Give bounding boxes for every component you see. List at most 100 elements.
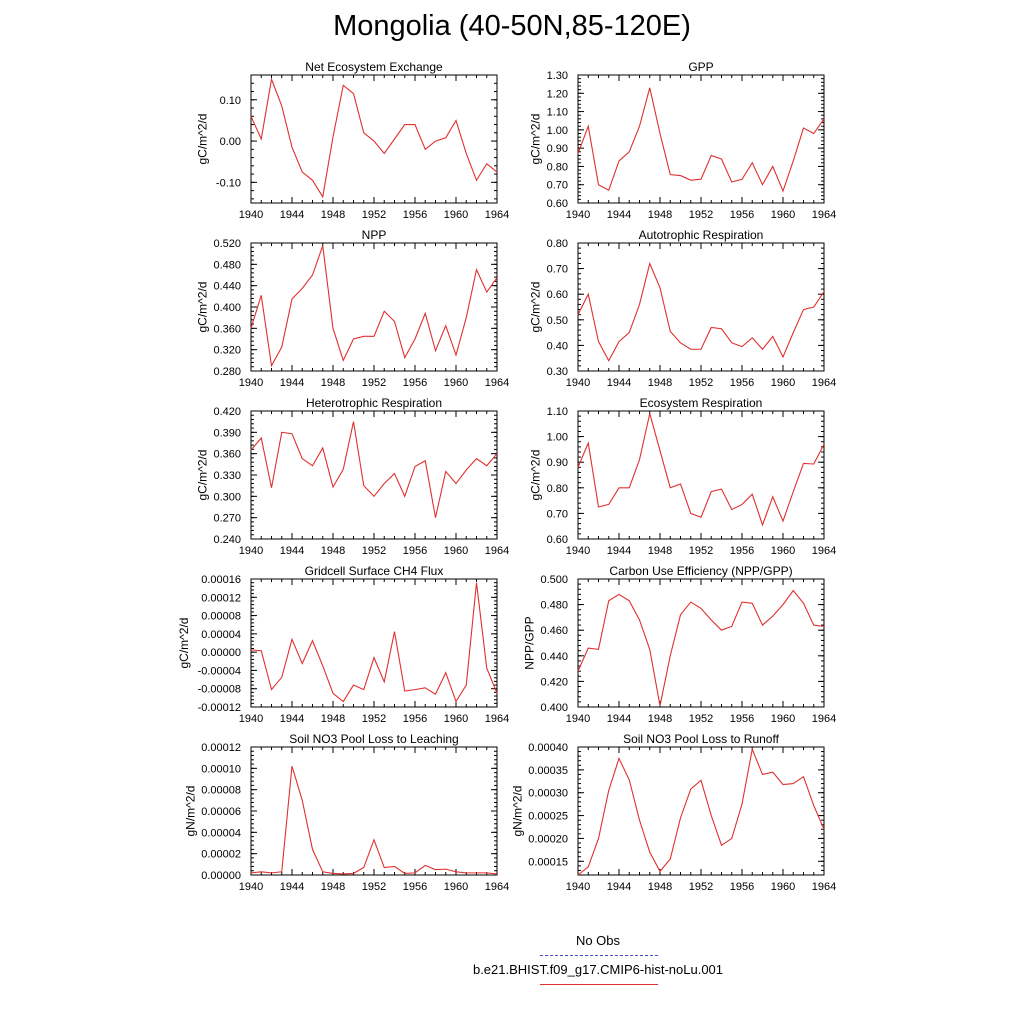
y-axis-label: gC/m^2/d [177,618,191,669]
y-axis-label: gC/m^2/d [196,450,210,501]
x-tick-label: 1948 [321,713,345,725]
x-tick-label: 1960 [444,881,468,893]
y-tick-label: 0.330 [213,470,241,482]
y-axis-label: gC/m^2/d [196,282,210,333]
x-tick-label: 1964 [812,881,836,893]
y-tick-label: 0.60 [547,198,568,210]
y-tick-label: 0.00002 [201,849,241,861]
x-tick-label: 1944 [280,881,304,893]
y-axis-label: gN/m^2/d [183,786,197,837]
x-tick-label: 1964 [485,545,509,557]
x-tick-label: 1948 [648,377,672,389]
panel-title: Ecosystem Respiration [640,396,763,410]
x-tick-label: 1952 [362,881,386,893]
plot-frame [577,410,825,540]
plot-frame [577,74,825,204]
x-tick-label: 1944 [607,209,631,221]
x-tick-label: 1948 [321,377,345,389]
y-tick-label: 0.320 [213,345,241,357]
x-tick-label: 1944 [607,713,631,725]
series-line [577,413,825,527]
x-tick-label: 1960 [771,545,795,557]
x-tick-label: 1960 [771,209,795,221]
y-tick-label: 1.30 [547,70,568,82]
y-tick-label: -0.00012 [198,702,241,714]
x-tick-label: 1964 [812,545,836,557]
x-tick-label: 1944 [280,545,304,557]
y-tick-label: 0.00015 [528,856,568,868]
x-tick-label: 1948 [321,209,345,221]
panel-title: Soil NO3 Pool Loss to Runoff [623,732,780,746]
plot-frame [250,242,498,372]
y-axis-label: NPP/GPP [523,616,537,669]
y-tick-label: 0.00008 [201,785,241,797]
y-tick-label: 0.00025 [528,811,568,823]
x-tick-label: 1940 [566,713,590,725]
y-tick-label: 0.70 [547,508,568,520]
x-tick-label: 1952 [689,377,713,389]
x-tick-label: 1940 [239,545,263,557]
y-tick-label: 0.00000 [201,647,241,659]
y-tick-label: 0.420 [213,406,241,418]
x-tick-label: 1956 [403,209,427,221]
series-line [577,747,825,876]
x-tick-label: 1944 [280,377,304,389]
panel-npp: 1940 1944 1948 1952 1956 1960 1964 0.280 0.320 0.… [196,228,510,389]
x-tick-label: 1952 [362,209,386,221]
y-tick-label: 0.270 [213,513,241,525]
y-tick-label: 0.00040 [528,742,568,754]
x-tick-label: 1964 [485,713,509,725]
panel-title: Net Ecosystem Exchange [305,60,443,74]
y-tick-label: 0.440 [213,281,241,293]
series-line [577,589,825,706]
panel-autotrophic-respiration: 1940 1944 1948 1952 1956 1960 1964 0.30 0.40 0.50… [529,228,837,389]
x-tick-label: 1948 [321,545,345,557]
y-tick-label: 1.10 [547,406,568,418]
panel-heterotrophic-respiration: 1940 1944 1948 1952 1956 1960 1964 0.240 0.270 0.… [196,396,510,557]
y-tick-label: 0.300 [213,491,241,503]
y-tick-label: 0.00000 [201,870,241,882]
y-tick-label: 0.80 [547,238,568,250]
y-tick-label: 0.00008 [201,611,241,623]
x-tick-label: 1952 [689,881,713,893]
x-tick-label: 1956 [730,545,754,557]
x-tick-label: 1964 [485,209,509,221]
x-tick-label: 1952 [689,713,713,725]
x-tick-label: 1940 [239,881,263,893]
y-tick-label: 0.00010 [201,763,241,775]
y-tick-label: 0.280 [213,366,241,378]
page-title: Mongolia (40-50N,85-120E) [333,10,691,42]
y-tick-label: 0.00 [220,136,241,148]
y-tick-label: 0.00035 [528,765,568,777]
x-tick-label: 1956 [403,713,427,725]
plot-frame [250,74,498,204]
y-tick-label: 0.50 [547,315,568,327]
y-axis-label: gN/m^2/d [510,786,524,837]
y-tick-label: 1.00 [547,125,568,137]
y-tick-label: 0.360 [213,449,241,461]
x-tick-label: 1960 [444,713,468,725]
x-tick-label: 1960 [444,545,468,557]
y-tick-label: 0.240 [213,534,241,546]
panel-title: Soil NO3 Pool Loss to Leaching [289,732,458,746]
panel-title: GPP [688,60,713,74]
y-tick-label: 0.60 [547,534,568,546]
x-tick-label: 1956 [403,377,427,389]
x-tick-label: 1956 [730,377,754,389]
panel-title: Gridcell Surface CH4 Flux [305,564,444,578]
x-tick-label: 1944 [607,545,631,557]
x-tick-label: 1956 [730,209,754,221]
series-line [250,421,498,518]
y-tick-label: 0.70 [547,180,568,192]
y-tick-label: 0.480 [540,600,568,612]
x-tick-label: 1964 [812,209,836,221]
y-tick-label: 0.00004 [201,629,241,641]
x-tick-label: 1944 [607,377,631,389]
x-tick-label: 1960 [771,377,795,389]
y-tick-label: 0.460 [540,625,568,637]
y-tick-label: 0.90 [547,457,568,469]
y-axis-label: gC/m^2/d [529,114,543,165]
x-tick-label: 1940 [239,377,263,389]
y-tick-label: 1.20 [547,88,568,100]
x-tick-label: 1940 [566,545,590,557]
